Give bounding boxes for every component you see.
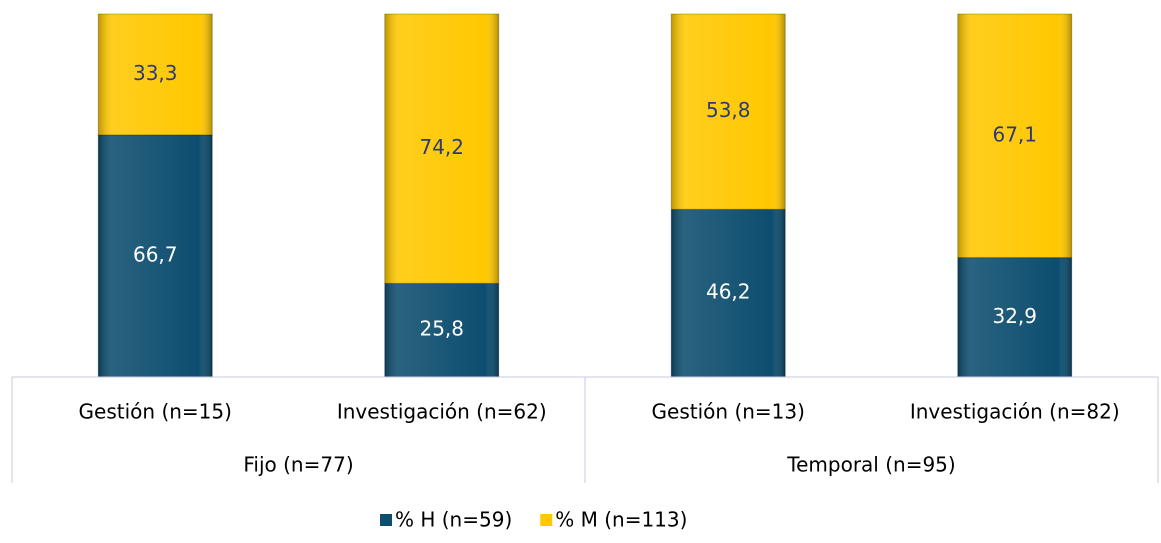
x-tick-label: Gestión (n=15) [79, 400, 232, 424]
data-label: 53,8 [706, 98, 751, 122]
data-label: 67,1 [992, 122, 1037, 146]
data-label: 25,8 [419, 317, 464, 341]
x-tick-label: Investigación (n=62) [337, 400, 547, 424]
data-label: 46,2 [706, 280, 751, 304]
legend-swatch [540, 514, 553, 526]
data-label: 66,7 [133, 242, 178, 266]
data-label: 74,2 [419, 135, 464, 159]
bar-shade [98, 14, 213, 135]
group-label: Temporal (n=95) [786, 453, 955, 477]
legend-swatch [380, 514, 392, 526]
x-tick-label: Gestión (n=13) [652, 400, 805, 424]
bar-shade [671, 14, 786, 210]
bar-shade [957, 257, 1072, 377]
bar-shade [98, 134, 213, 377]
legend-label: % H (n=59) [395, 508, 512, 532]
x-tick-label: Investigación (n=82) [910, 400, 1120, 424]
bar-shade [957, 14, 1072, 258]
legend-label: % M (n=113) [555, 508, 687, 532]
data-label: 33,3 [133, 61, 178, 85]
group-label: Fijo (n=77) [243, 453, 353, 477]
bar-shade [671, 209, 786, 377]
bar-shade [384, 14, 499, 284]
data-label: 32,9 [992, 304, 1037, 328]
bar-shade [384, 283, 499, 377]
